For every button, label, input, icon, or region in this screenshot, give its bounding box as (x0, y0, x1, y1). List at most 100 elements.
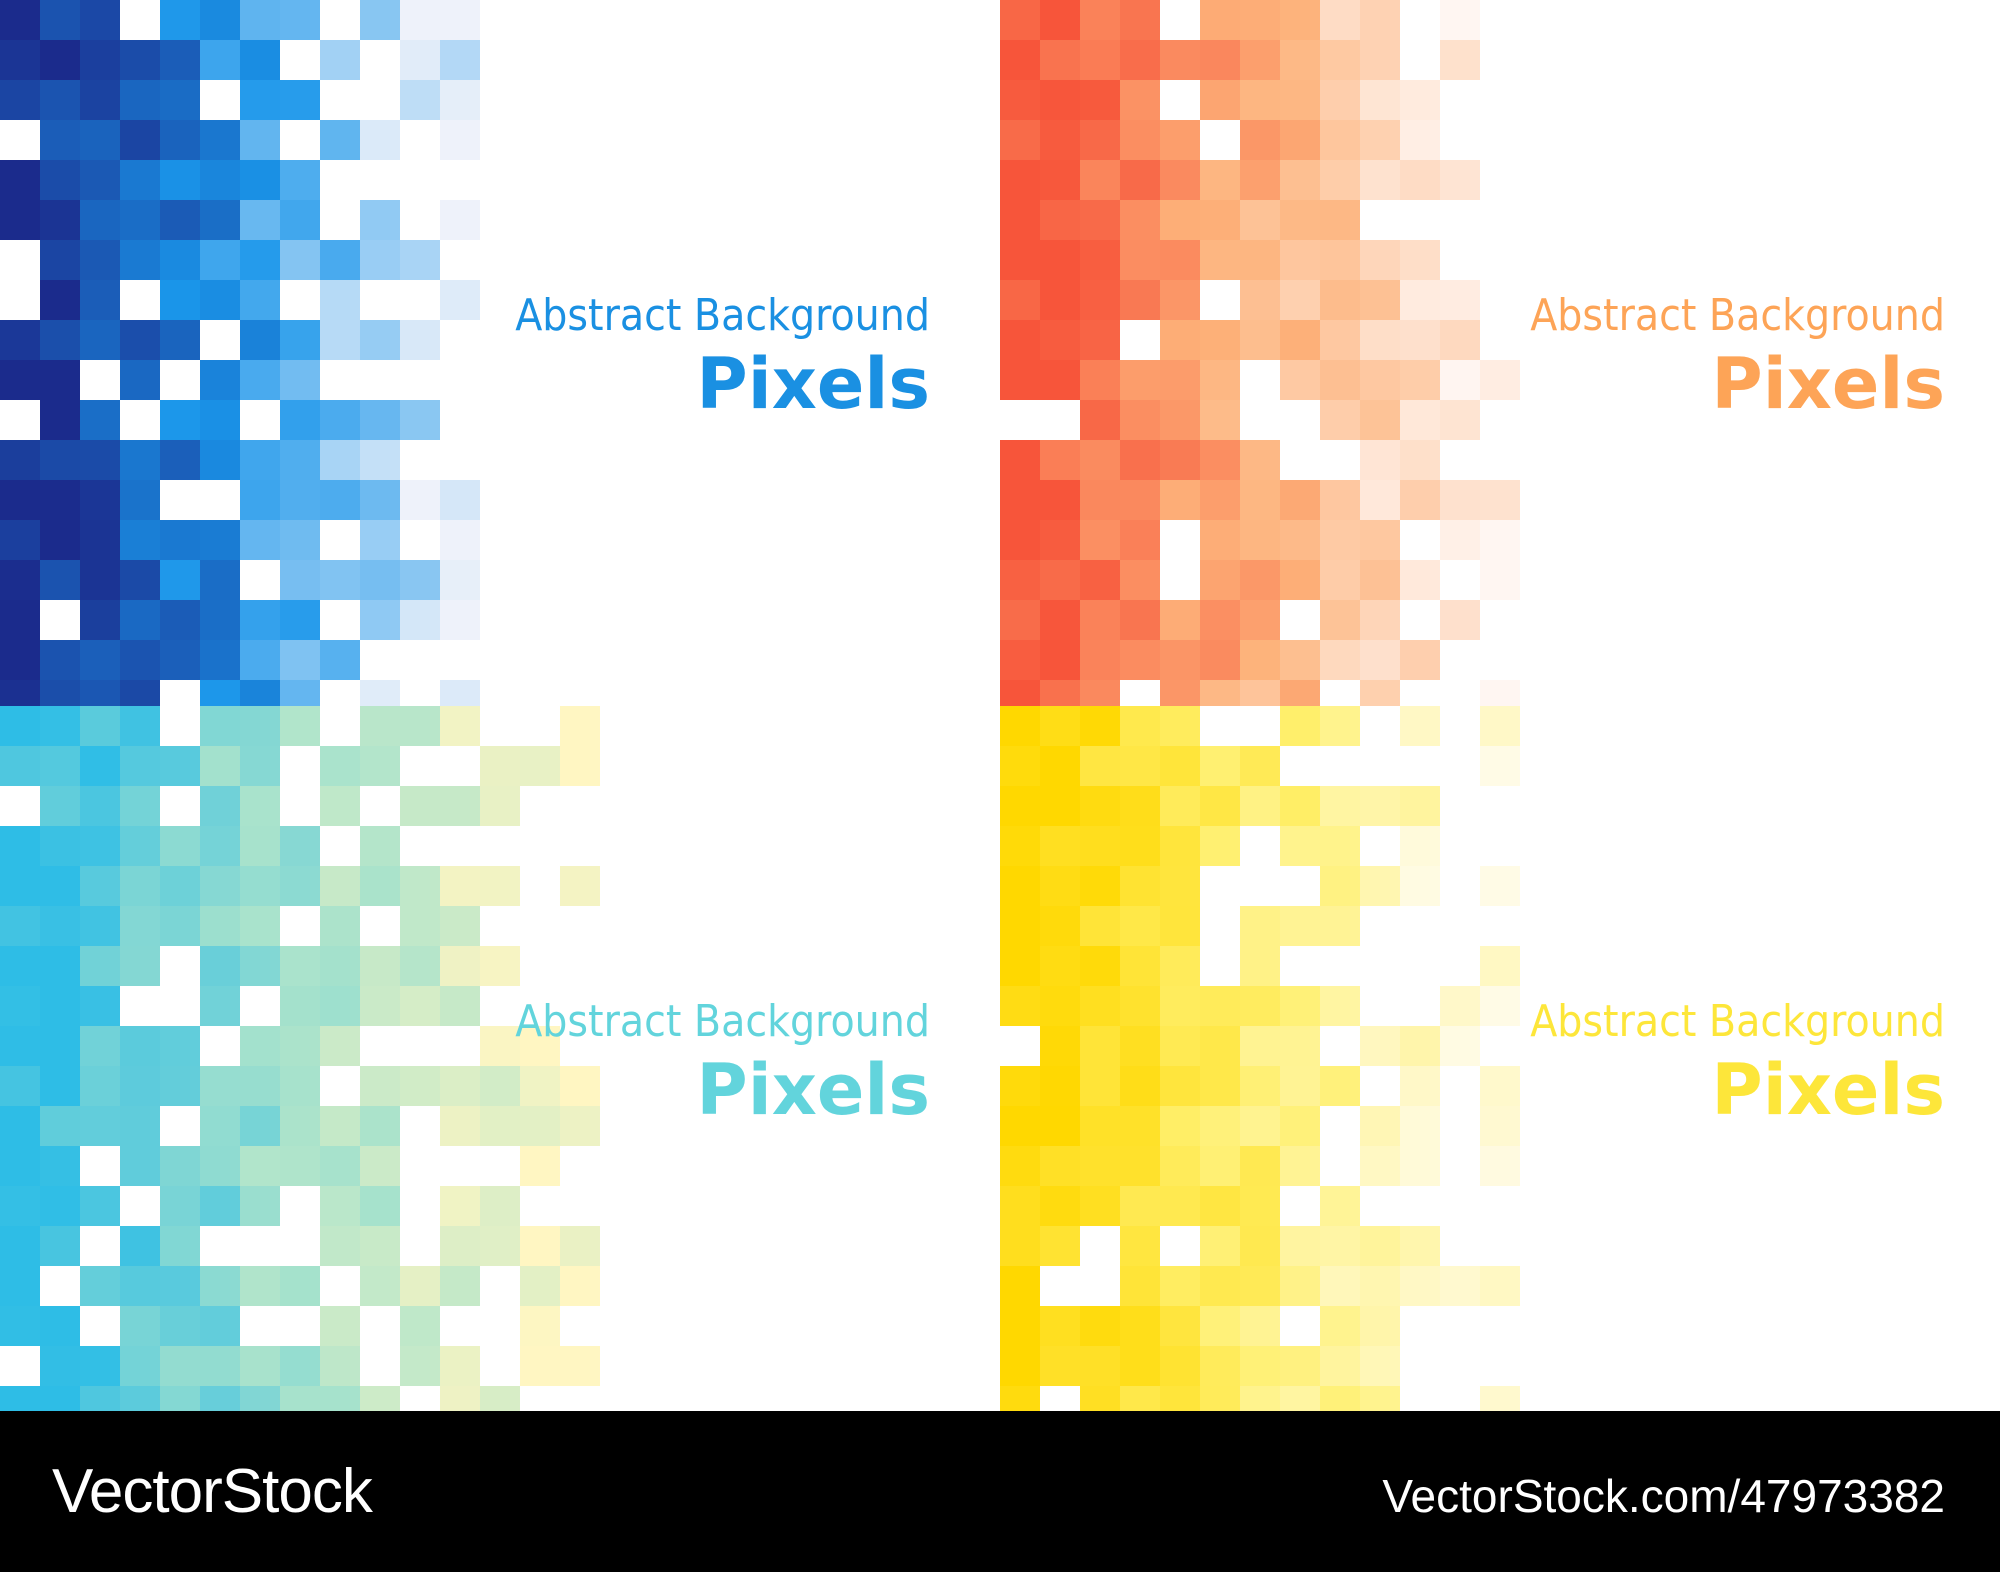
pixel (1200, 40, 1240, 80)
pixel (160, 400, 200, 440)
pixel (1400, 480, 1440, 520)
panel-title: Abstract Background (515, 290, 930, 341)
pixel (160, 440, 200, 480)
pixel (1320, 600, 1360, 640)
pixel (1240, 1306, 1280, 1346)
pixel (80, 400, 120, 440)
pixel (200, 160, 240, 200)
pixel (360, 946, 400, 986)
pixel (320, 400, 360, 440)
pixel (1000, 240, 1040, 280)
pixel (1160, 1386, 1200, 1411)
pixel (1120, 280, 1160, 320)
pixel (1160, 440, 1200, 480)
pixel (1080, 1146, 1120, 1186)
pixel (160, 1306, 200, 1346)
pixel (80, 120, 120, 160)
pixel (1280, 680, 1320, 706)
pixel (1080, 1386, 1120, 1411)
pixel (200, 40, 240, 80)
pixel (520, 746, 560, 786)
pixel (440, 906, 480, 946)
pixel (1240, 320, 1280, 360)
pixel (1480, 1386, 1520, 1411)
pixel (1120, 560, 1160, 600)
pixel (1400, 1066, 1440, 1106)
pixel (1040, 280, 1080, 320)
pixel (320, 746, 360, 786)
pixel (1080, 360, 1120, 400)
pixel (80, 40, 120, 80)
pixel (280, 600, 320, 640)
pixel (80, 1106, 120, 1146)
pixel (1280, 1106, 1320, 1146)
pixel (240, 680, 280, 706)
pixel (1240, 120, 1280, 160)
pixel (0, 826, 40, 866)
pixel (1480, 706, 1520, 746)
pixel (1200, 400, 1240, 440)
pixel (1480, 560, 1520, 600)
pixel (1440, 0, 1480, 40)
pixel (80, 986, 120, 1026)
pixel (280, 946, 320, 986)
pixel (1000, 280, 1040, 320)
pixel (1080, 320, 1120, 360)
pixel (120, 1146, 160, 1186)
pixel (1000, 1306, 1040, 1346)
pixel (1160, 240, 1200, 280)
pixel (1240, 986, 1280, 1026)
pixel (1480, 520, 1520, 560)
pixel (160, 600, 200, 640)
pixel (1080, 80, 1120, 120)
pixel (120, 480, 160, 520)
pixel (1040, 906, 1080, 946)
pixel (440, 706, 480, 746)
pixel (200, 866, 240, 906)
pixel (1000, 1146, 1040, 1186)
pixel (1000, 40, 1040, 80)
pixel (1200, 1226, 1240, 1266)
pixel (1000, 320, 1040, 360)
pixel (400, 600, 440, 640)
pixel (1000, 120, 1040, 160)
pixel (1040, 826, 1080, 866)
pixel (1400, 826, 1440, 866)
pixel (560, 1346, 600, 1386)
pixel (1440, 600, 1480, 640)
pixel (1200, 240, 1240, 280)
pixel (0, 40, 40, 80)
pixel (320, 640, 360, 680)
pixel (1360, 440, 1400, 480)
pixel (1400, 320, 1440, 360)
pixel (1200, 480, 1240, 520)
pixel (1120, 160, 1160, 200)
pixel (280, 80, 320, 120)
pixel (280, 1106, 320, 1146)
pixel (0, 866, 40, 906)
pixel (1040, 1186, 1080, 1226)
pixel (1360, 680, 1400, 706)
pixel (1400, 80, 1440, 120)
pixel (1320, 400, 1360, 440)
pixel (200, 1386, 240, 1411)
pixel (1360, 560, 1400, 600)
pixel (1000, 160, 1040, 200)
pixel (1280, 40, 1320, 80)
pixel (400, 400, 440, 440)
pixel (1280, 520, 1320, 560)
pixel (1080, 400, 1120, 440)
pixel (240, 360, 280, 400)
pixel (280, 200, 320, 240)
pixel (240, 946, 280, 986)
pixel (0, 200, 40, 240)
pixel (240, 1386, 280, 1411)
pixel (1080, 746, 1120, 786)
pixel (240, 826, 280, 866)
pixel (1080, 1026, 1120, 1066)
pixel (1440, 520, 1480, 560)
pixel (1400, 1226, 1440, 1266)
pixel (160, 40, 200, 80)
pixel (1360, 1106, 1400, 1146)
pixel (1120, 440, 1160, 480)
